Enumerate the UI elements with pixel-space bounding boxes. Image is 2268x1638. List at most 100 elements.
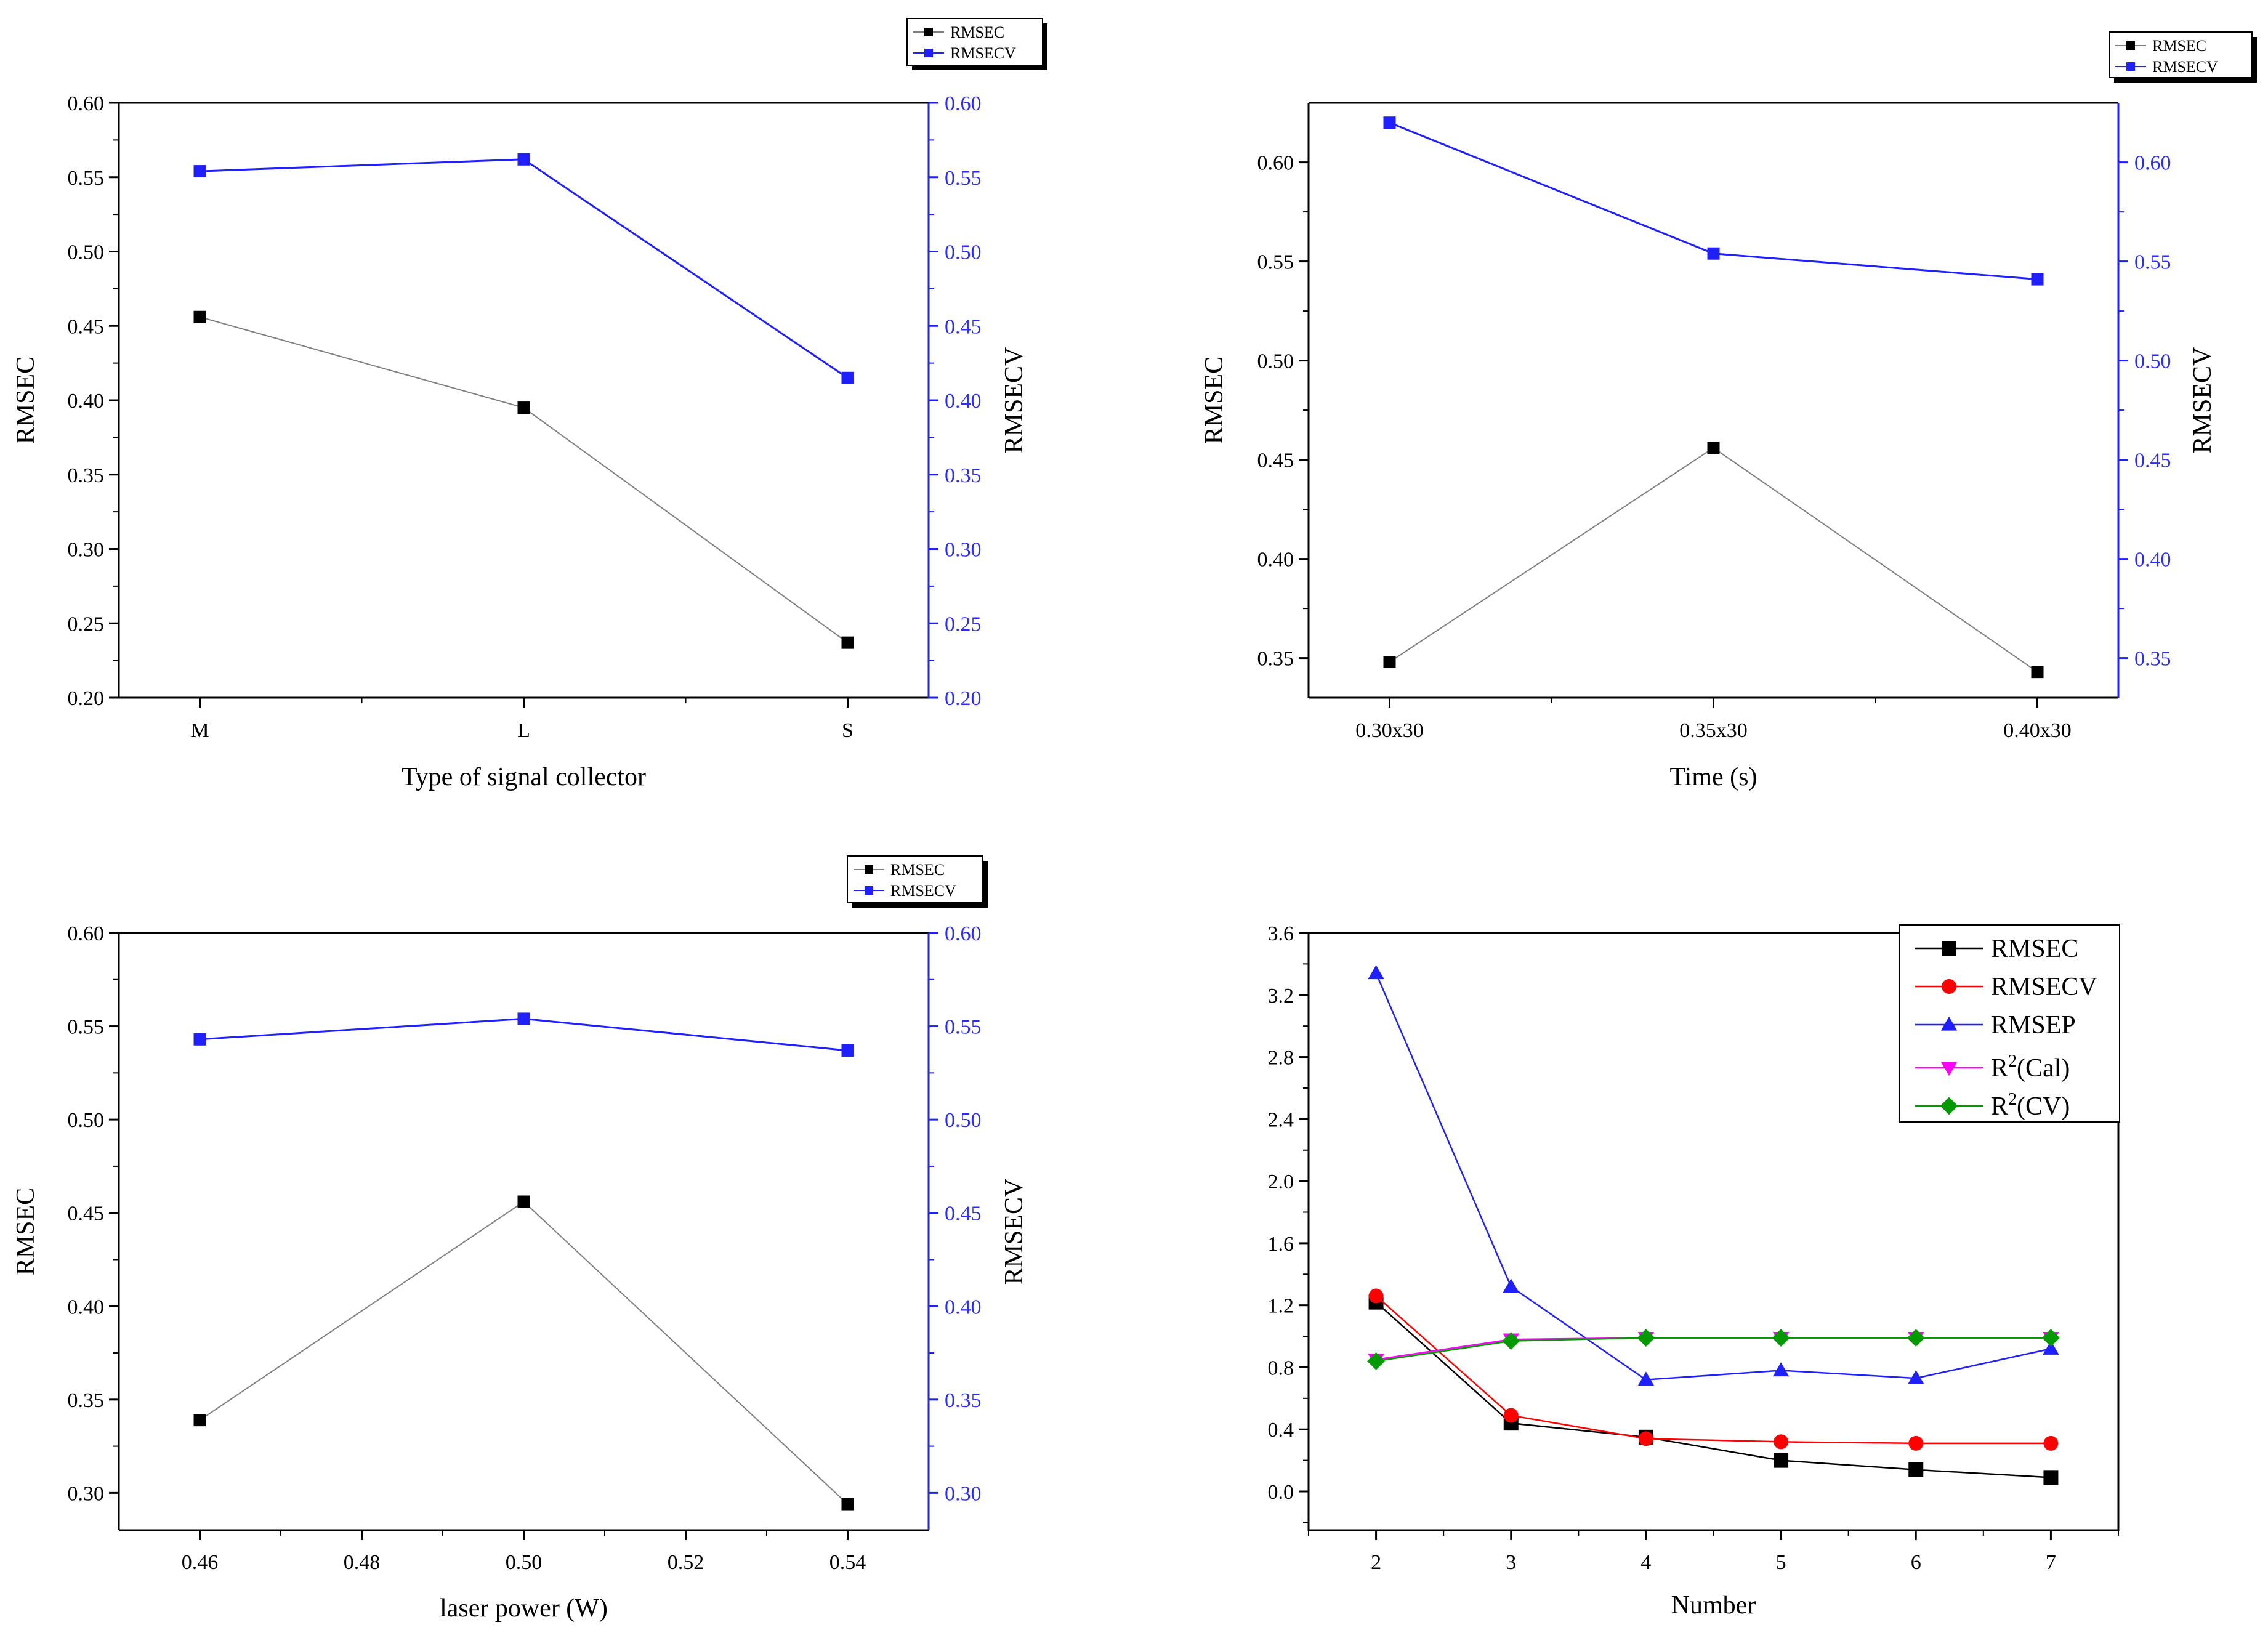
legend: RMSEC RMSECV RMSEP R2(Cal) R2(CV) (1899, 924, 2120, 1123)
data-point-rmsecv (1707, 247, 1720, 260)
x-tick-label: 3 (1506, 1551, 1516, 1574)
legend-marker (924, 28, 933, 36)
chart-collector: 0.20 0.20 0.25 0.25 0.30 0.30 0.35 0.35 0.40 0.40… (12, 18, 1047, 791)
y-tick-label: 0.45 (68, 1203, 105, 1225)
x-tick-label: 0.46 (182, 1551, 219, 1574)
y-tick-label: 0.20 (68, 687, 105, 710)
y2-tick-label: 0.55 (2134, 251, 2171, 274)
series-line-rmsec (1375, 1301, 2051, 1479)
x-tick-label: 7 (2046, 1551, 2056, 1574)
legend-label: R2(CV) (1991, 1090, 2070, 1121)
legend-label: RMSECV (2152, 58, 2218, 76)
y2-tick-label: 0.45 (2134, 450, 2171, 472)
y2-tick-label: 0.35 (945, 464, 982, 487)
x-tick-label: 0.50 (506, 1551, 543, 1574)
series-line-rmsec (199, 1201, 849, 1505)
x-axis-title: Type of signal collector (402, 763, 646, 791)
data-point-rmsec (2031, 666, 2044, 679)
x-tick-label: 0.40x30 (2003, 719, 2072, 742)
legend-box (906, 18, 1043, 66)
y2-tick-label: 0.55 (945, 167, 982, 190)
data-point (1368, 965, 1384, 980)
y-tick-label: 0.55 (68, 167, 105, 190)
y-tick-label: 0.35 (68, 464, 105, 487)
y-tick-label: 1.2 (1268, 1295, 1294, 1318)
legend-label: RMSECV (1991, 973, 2097, 1001)
y2-tick-label: 0.35 (945, 1389, 982, 1412)
y2-tick-label: 0.50 (945, 1109, 982, 1132)
x-tick-label: 0.54 (829, 1551, 866, 1574)
legend-box (847, 855, 983, 903)
y2-tick-label: 0.40 (945, 390, 982, 413)
legend-marker (2126, 62, 2135, 71)
legend-marker (924, 49, 933, 57)
series-line-rmsep (1375, 973, 2051, 1381)
data-point (1907, 1329, 1925, 1347)
data-point (1502, 1332, 1520, 1350)
y2-tick-label: 0.60 (945, 92, 982, 115)
data-point (1774, 1434, 1789, 1450)
y-tick-label: 0.35 (1257, 648, 1294, 671)
y2-tick-label: 0.60 (2134, 152, 2171, 175)
x-tick-label: 0.35x30 (1679, 719, 1748, 742)
data-point-rmsecv (193, 165, 206, 178)
data-point (2043, 1435, 2059, 1451)
y-tick-label: 3.2 (1268, 985, 1294, 1007)
data-point (1503, 1408, 1519, 1423)
y2-tick-label: 0.30 (945, 1482, 982, 1505)
y-tick-label: 0.30 (68, 539, 105, 562)
y2-tick-label: 0.30 (945, 539, 982, 562)
data-point (1637, 1371, 1655, 1386)
x-tick-label: 0.48 (344, 1551, 381, 1574)
x-axis-title: Number (1671, 1591, 1756, 1620)
data-point (1367, 1352, 1385, 1370)
y2-tick-label: 0.40 (945, 1296, 982, 1318)
y-tick-label: 0.30 (68, 1482, 105, 1505)
y-tick-label: 1.6 (1268, 1233, 1294, 1256)
legend-marker (1940, 1097, 1958, 1115)
legend: RMSEC RMSECV (906, 18, 1047, 70)
y-axis-title: RMSEC (1200, 357, 1229, 444)
data-point (1637, 1329, 1655, 1347)
data-point-rmsecv (841, 1044, 854, 1057)
y2-tick-label: 0.35 (2134, 648, 2171, 671)
series-line-rmsecv (200, 158, 849, 379)
legend-label: RMSEC (950, 23, 1004, 41)
y2-tick-label: 0.50 (2134, 350, 2171, 373)
y2-axis-title: RMSECV (1000, 1179, 1028, 1285)
legend-label: R2(Cal) (1991, 1052, 2070, 1083)
y-tick-label: 0.60 (68, 92, 105, 115)
x-tick-label: S (842, 719, 854, 742)
legend-marker (865, 865, 873, 874)
x-tick-label: 4 (1640, 1551, 1651, 1574)
data-point-rmsec (193, 1414, 206, 1427)
legend-box (1899, 924, 2120, 1123)
data-point (1908, 1370, 1924, 1384)
x-axis-title: laser power (W) (440, 1594, 608, 1623)
chart-time: 0.35 0.35 0.40 0.40 0.45 0.45 0.50 0.50 0.55 0.55… (1200, 31, 2257, 791)
data-point-rmsecv (1383, 116, 1396, 129)
y2-tick-label: 0.55 (945, 1016, 982, 1039)
series-line-rmsec (1389, 447, 2038, 672)
legend-marker (1940, 1062, 1958, 1076)
y2-tick-label: 0.60 (945, 922, 982, 945)
x-axis-title: Time (s) (1670, 763, 1757, 791)
data-point-rmsec (841, 636, 854, 649)
y2-tick-label: 0.45 (945, 315, 982, 338)
legend-label: RMSEC (2152, 37, 2206, 55)
data-point-rmsecv (517, 1012, 530, 1025)
legend-marker (865, 886, 873, 895)
y2-axis-title: RMSECV (1000, 347, 1028, 454)
data-point (1772, 1329, 1790, 1347)
y2-tick-label: 0.50 (945, 241, 982, 264)
series-line-r2cv (1376, 1337, 2051, 1362)
y-tick-label: 0.25 (68, 613, 105, 635)
legend-label: RMSEC (1991, 935, 2078, 963)
y-tick-label: 0.40 (68, 1296, 105, 1318)
y-tick-label: 3.6 (1268, 922, 1294, 945)
y-tick-label: 0.0 (1268, 1481, 1294, 1504)
x-tick-label: M (190, 719, 209, 742)
x-tick-label: 2 (1371, 1551, 1381, 1574)
x-tick-label: 5 (1776, 1551, 1786, 1574)
